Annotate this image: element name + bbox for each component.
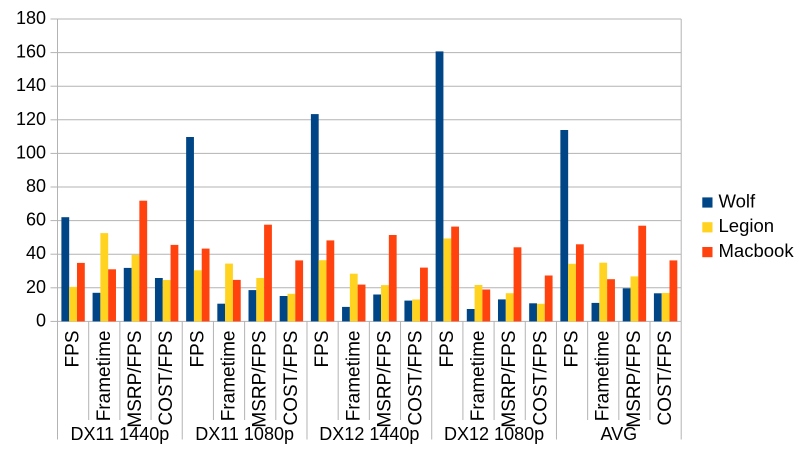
svg-text:Frametime: Frametime [343,331,364,422]
svg-text:100: 100 [16,142,46,162]
svg-text:Frametime: Frametime [94,331,115,422]
svg-text:AVG: AVG [600,424,637,444]
svg-text:60: 60 [26,210,46,230]
svg-text:160: 160 [16,42,46,62]
svg-text:Legion: Legion [719,215,775,236]
svg-text:MSRP/FPS: MSRP/FPS [499,331,520,428]
svg-text:COST/FPS: COST/FPS [655,331,676,426]
svg-text:COST/FPS: COST/FPS [156,331,177,426]
svg-text:Frametime: Frametime [468,331,489,422]
svg-text:20: 20 [26,277,46,297]
svg-text:180: 180 [16,8,46,28]
svg-text:COST/FPS: COST/FPS [406,331,427,426]
svg-text:FPS: FPS [63,331,84,368]
svg-text:FPS: FPS [187,331,208,368]
svg-text:FPS: FPS [562,331,583,368]
svg-text:DX11 1440p: DX11 1440p [70,424,169,444]
svg-text:FPS: FPS [312,331,333,368]
svg-text:COST/FPS: COST/FPS [530,331,551,426]
svg-text:140: 140 [16,75,46,95]
svg-text:MSRP/FPS: MSRP/FPS [125,331,146,428]
svg-text:Frametime: Frametime [593,331,614,422]
svg-text:DX12 1080p: DX12 1080p [444,424,544,444]
svg-text:40: 40 [26,243,46,263]
svg-text:80: 80 [26,176,46,196]
svg-text:DX11 1080p: DX11 1080p [195,424,294,444]
svg-text:MSRP/FPS: MSRP/FPS [250,331,271,428]
svg-text:0: 0 [36,310,46,330]
svg-text:FPS: FPS [437,331,458,368]
svg-text:COST/FPS: COST/FPS [281,331,302,426]
svg-text:DX12 1440p: DX12 1440p [319,424,419,444]
svg-text:Wolf: Wolf [719,190,757,211]
svg-text:120: 120 [16,109,46,129]
svg-text:Frametime: Frametime [219,331,240,422]
svg-text:MSRP/FPS: MSRP/FPS [374,331,395,428]
svg-text:Macbook: Macbook [719,240,795,261]
svg-text:MSRP/FPS: MSRP/FPS [624,331,645,428]
